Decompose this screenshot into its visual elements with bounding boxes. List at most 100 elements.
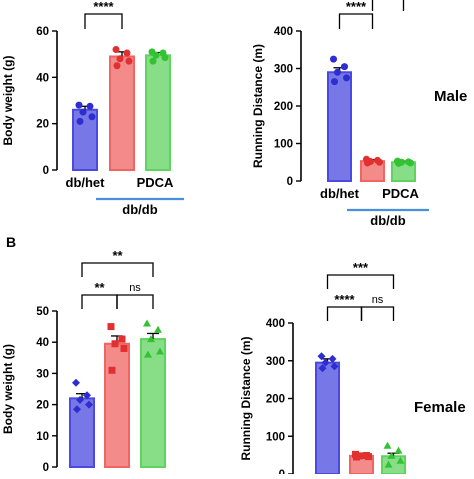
significance-bracket xyxy=(360,306,395,321)
data-point xyxy=(364,159,371,167)
bar xyxy=(104,342,130,469)
y-tick-label: 40 xyxy=(36,72,49,84)
data-point xyxy=(383,441,392,449)
y-axis-title: Running Distance (m) xyxy=(239,336,253,460)
y-tick-label: 200 xyxy=(274,101,293,113)
data-point xyxy=(328,354,337,363)
y-axis-title: Body weight (g) xyxy=(1,344,15,434)
significance-bracket xyxy=(371,0,405,11)
data-point xyxy=(120,344,128,352)
data-point xyxy=(112,46,120,54)
data-point xyxy=(113,62,121,70)
data-point xyxy=(321,358,330,367)
data-point xyxy=(111,340,119,348)
y-tick-label: 300 xyxy=(266,356,285,368)
data-point xyxy=(330,55,337,63)
bar xyxy=(145,54,171,172)
x-category-label: db/het xyxy=(320,186,360,201)
data-point xyxy=(125,57,133,65)
bar xyxy=(109,55,135,172)
bar xyxy=(69,397,95,468)
data-point xyxy=(365,453,372,461)
data-point xyxy=(396,456,405,464)
data-point xyxy=(86,102,94,110)
x-category-label: PDCA xyxy=(137,175,174,190)
panel-label-b: B xyxy=(6,234,16,250)
bar xyxy=(140,338,166,468)
data-point xyxy=(317,352,326,361)
y-tick-label: 400 xyxy=(274,26,293,38)
y-tick-label: 30 xyxy=(36,368,49,380)
data-point xyxy=(108,366,116,374)
data-point xyxy=(353,453,360,461)
data-point xyxy=(79,108,87,116)
data-point xyxy=(123,49,131,57)
data-point xyxy=(85,400,93,409)
y-tick-label: 300 xyxy=(274,64,293,76)
y-axis-title: Body weight (g) xyxy=(1,56,15,146)
y-tick-label: 40 xyxy=(36,337,49,349)
y-tick-label: 0 xyxy=(43,165,49,177)
data-point xyxy=(394,446,403,454)
x-category-label: PDCA xyxy=(382,186,419,201)
data-point xyxy=(116,55,124,63)
y-tick-label: 100 xyxy=(266,431,285,443)
significance-bracket xyxy=(84,13,123,29)
y-tick-label: 20 xyxy=(36,119,49,131)
y-axis-title: Running Distance (m) xyxy=(251,44,265,168)
data-point xyxy=(395,159,402,167)
data-point xyxy=(161,54,169,62)
data-point xyxy=(144,350,152,358)
y-tick-label: 0 xyxy=(43,462,49,474)
x-group-label: db/db xyxy=(370,213,405,228)
significance-label: ns xyxy=(129,282,141,294)
sex-label: Female xyxy=(414,399,466,416)
data-point xyxy=(73,405,81,414)
data-point xyxy=(330,362,339,371)
significance-bracket xyxy=(326,306,363,321)
data-point xyxy=(341,63,348,71)
significance-label: **** xyxy=(334,292,355,307)
data-point xyxy=(387,451,396,459)
data-point xyxy=(384,460,393,468)
significance-bracket xyxy=(116,294,154,309)
significance-label: **** xyxy=(93,0,114,14)
significance-label: ** xyxy=(94,280,105,295)
bar xyxy=(327,71,352,182)
data-point xyxy=(75,101,83,109)
chart-body-weight-female: 0 10 20 30 40 50 Body weight (g) ** ns ** xyxy=(1,248,166,474)
x-category-label: db/het xyxy=(66,175,106,190)
chart-running-distance-female: 0 100 200 300 400 Running Distance (m) **** ns *… xyxy=(239,260,466,479)
chart-body-weight-male: 0 20 40 60 Body weight (g) **** db/het PDCA db/d… xyxy=(1,0,184,217)
y-tick-label: 50 xyxy=(36,306,49,318)
bar xyxy=(315,361,340,476)
y-tick-label: 400 xyxy=(266,318,285,330)
y-tick-label: 200 xyxy=(266,394,285,406)
data-point xyxy=(407,159,414,167)
data-point xyxy=(318,364,327,373)
data-point xyxy=(149,57,157,65)
y-tick-label: 0 xyxy=(279,469,285,474)
data-point xyxy=(152,51,160,59)
data-point xyxy=(72,378,80,387)
data-point xyxy=(147,335,155,343)
x-group-label: db/db xyxy=(122,202,157,217)
significance-label: ns xyxy=(372,294,384,306)
data-point xyxy=(376,158,383,166)
y-tick-label: 20 xyxy=(36,400,49,412)
significance-bracket xyxy=(81,294,118,309)
significance-bracket xyxy=(326,274,395,289)
data-point xyxy=(334,68,341,76)
data-point xyxy=(107,323,115,331)
significance-label: *** xyxy=(353,260,369,275)
data-point xyxy=(343,74,350,82)
y-tick-label: 0 xyxy=(287,176,293,188)
data-point xyxy=(76,117,84,125)
data-point xyxy=(118,335,126,343)
sex-label: Male xyxy=(434,88,467,105)
significance-label: **** xyxy=(346,0,367,14)
y-tick-label: 60 xyxy=(36,26,49,38)
